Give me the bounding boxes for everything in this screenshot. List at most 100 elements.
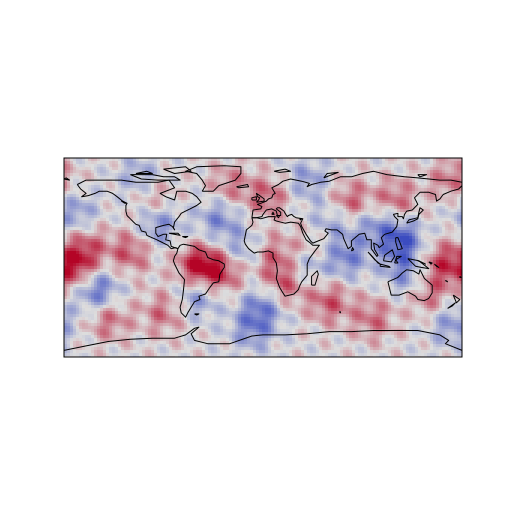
field-cell <box>349 224 353 228</box>
field-cell <box>64 161 68 165</box>
field-cell <box>130 206 134 210</box>
field-cell <box>346 257 350 261</box>
field-cell <box>409 203 413 207</box>
field-cell <box>454 161 458 165</box>
field-cell <box>214 197 218 201</box>
field-cell <box>259 173 263 177</box>
field-cell <box>265 191 269 195</box>
field-cell <box>202 191 206 195</box>
field-cell <box>442 179 446 183</box>
field-cell <box>82 251 86 255</box>
field-cell <box>334 206 338 210</box>
field-cell <box>250 266 254 270</box>
field-cell <box>136 212 140 216</box>
field-cell <box>106 227 110 231</box>
field-cell <box>232 254 236 258</box>
field-cell <box>322 158 326 162</box>
field-cell <box>214 263 218 267</box>
field-cell <box>133 191 137 195</box>
field-cell <box>217 194 221 198</box>
field-cell <box>265 251 269 255</box>
field-cell <box>250 254 254 258</box>
field-cell <box>94 263 98 267</box>
field-cell <box>211 221 215 225</box>
field-cell <box>328 161 332 165</box>
field-cell <box>262 158 266 162</box>
field-cell <box>118 188 122 192</box>
field-cell <box>199 248 203 252</box>
field-cell <box>139 182 143 186</box>
field-cell <box>448 263 452 267</box>
field-cell <box>436 197 440 201</box>
field-cell <box>313 197 317 201</box>
field-cell <box>250 257 254 261</box>
field-cell <box>103 221 107 225</box>
field-cell <box>178 266 182 270</box>
field-cell <box>256 260 260 264</box>
field-cell <box>253 158 257 162</box>
field-cell <box>301 209 305 213</box>
field-cell <box>238 167 242 171</box>
field-cell <box>181 203 185 207</box>
field-cell <box>235 233 239 237</box>
field-cell <box>73 170 77 174</box>
field-cell <box>349 266 353 270</box>
field-cell <box>334 224 338 228</box>
field-cell <box>142 254 146 258</box>
field-cell <box>391 164 395 168</box>
field-cell <box>235 188 239 192</box>
field-cell <box>211 254 215 258</box>
field-cell <box>445 248 449 252</box>
field-cell <box>244 212 248 216</box>
field-cell <box>151 167 155 171</box>
field-cell <box>403 248 407 252</box>
field-cell <box>418 194 422 198</box>
field-cell <box>427 170 431 174</box>
field-cell <box>280 230 284 234</box>
field-cell <box>250 206 254 210</box>
field-cell <box>148 242 152 246</box>
field-cell <box>439 227 443 231</box>
field-cell <box>175 245 179 249</box>
field-cell <box>178 251 182 255</box>
field-cell <box>130 245 134 249</box>
field-cell <box>277 185 281 189</box>
field-cell <box>451 266 455 270</box>
field-cell <box>172 167 176 171</box>
field-cell <box>124 167 128 171</box>
field-cell <box>223 179 227 183</box>
field-cell <box>145 266 149 270</box>
field-cell <box>424 263 428 267</box>
field-cell <box>112 209 116 213</box>
field-cell <box>250 212 254 216</box>
field-cell <box>193 203 197 207</box>
field-cell <box>340 257 344 261</box>
field-cell <box>241 224 245 228</box>
field-cell <box>220 227 224 231</box>
field-cell <box>394 209 398 213</box>
field-cell <box>145 221 149 225</box>
field-cell <box>187 215 191 219</box>
field-cell <box>292 233 296 237</box>
field-cell <box>406 260 410 264</box>
field-cell <box>220 173 224 177</box>
field-cell <box>322 236 326 240</box>
field-cell <box>193 164 197 168</box>
field-cell <box>262 239 266 243</box>
field-cell <box>373 194 377 198</box>
field-cell <box>220 209 224 213</box>
field-cell <box>85 185 89 189</box>
field-cell <box>283 233 287 237</box>
field-cell <box>205 194 209 198</box>
field-cell <box>358 194 362 198</box>
field-cell <box>253 167 257 171</box>
field-cell <box>220 197 224 201</box>
field-cell <box>76 164 80 168</box>
field-cell <box>397 236 401 240</box>
field-cell <box>178 227 182 231</box>
field-cell <box>457 215 461 219</box>
field-cell <box>220 182 224 186</box>
field-cell <box>346 248 350 252</box>
field-cell <box>445 185 449 189</box>
